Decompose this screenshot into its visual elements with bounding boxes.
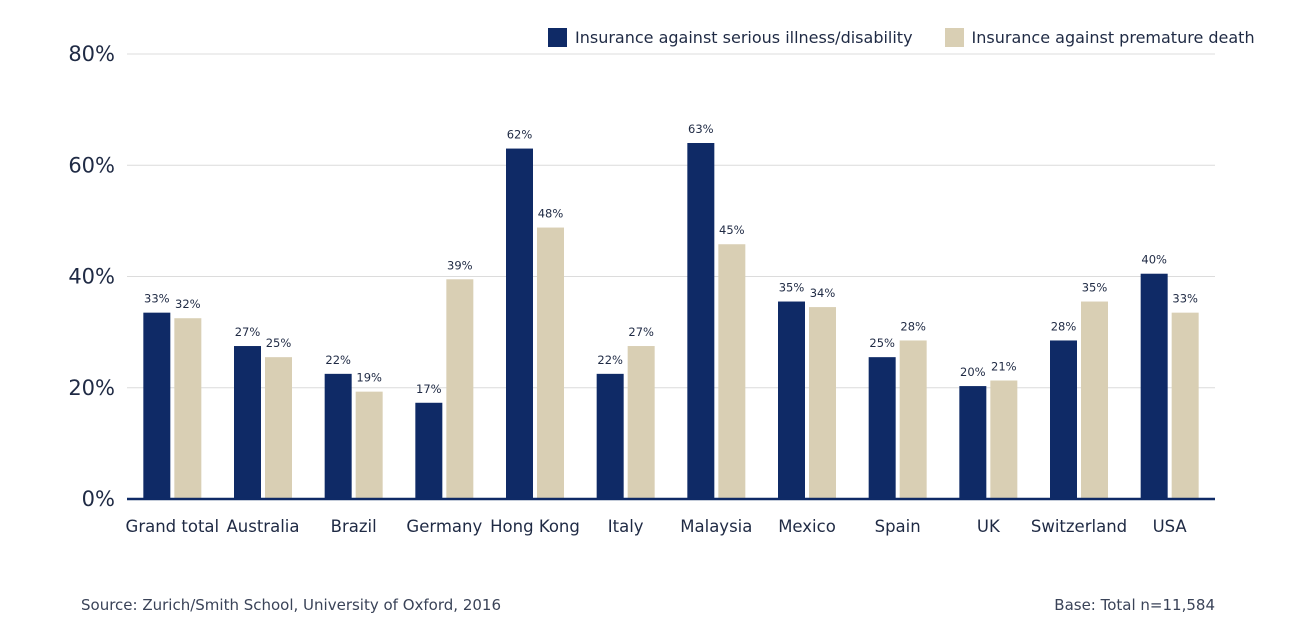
bar <box>174 318 202 499</box>
bar-value-label: 39% <box>447 258 473 272</box>
x-tick-label: Italy <box>608 517 644 536</box>
x-tick-label: USA <box>1153 517 1188 536</box>
bar-value-label: 32% <box>175 297 201 311</box>
bar <box>718 244 746 499</box>
bar <box>265 357 292 499</box>
x-tick-label: Mexico <box>778 517 836 536</box>
bar <box>1050 340 1077 499</box>
x-axis-ticks: Grand total Australia Brazil Germany Hong Ko… <box>126 517 1188 536</box>
bar-value-label: 33% <box>144 292 170 306</box>
bar <box>778 301 805 499</box>
legend-label-death: Insurance against premature death <box>971 27 1255 47</box>
bar-value-label: 21% <box>991 360 1017 374</box>
legend-swatch-illness <box>548 27 567 47</box>
bar <box>627 346 655 499</box>
grid-lines <box>127 53 1215 389</box>
source-note: Source: Zurich/Smith School, University … <box>81 596 501 614</box>
x-tick-label: Malaysia <box>680 517 752 536</box>
bar <box>596 373 624 499</box>
bar-value-label: 63% <box>688 122 714 136</box>
bar-value-label: 22% <box>597 353 623 367</box>
bar-value-label: 22% <box>325 353 351 367</box>
bar-value-label: 28% <box>1051 319 1077 333</box>
bar-labels: 33% 32% 27% 25% 22% 19% 17% 39% 62% 48% 22% 27% 63% 4… <box>144 122 1198 396</box>
bar-value-label: 27% <box>235 325 261 339</box>
x-tick-label: Grand total <box>126 517 220 536</box>
bar <box>687 143 715 499</box>
bar <box>1140 273 1168 499</box>
bar-value-label: 19% <box>356 371 382 385</box>
bar <box>959 386 987 499</box>
legend: Insurance against serious illness/disabi… <box>548 26 1255 48</box>
legend-label-illness: Insurance against serious illness/disabi… <box>575 27 913 47</box>
bar-value-label: 48% <box>538 207 564 221</box>
bar-value-label: 33% <box>1172 292 1198 306</box>
x-tick-label: Germany <box>406 517 482 536</box>
bar <box>899 340 927 499</box>
bar <box>537 227 564 500</box>
bar <box>355 391 383 499</box>
bar <box>143 312 171 499</box>
bar <box>234 346 261 499</box>
bar-value-label: 40% <box>1141 253 1167 267</box>
bar-value-label: 25% <box>266 336 292 350</box>
bar-value-label: 34% <box>810 286 836 300</box>
bar-value-label: 25% <box>869 336 895 350</box>
bar-value-label: 62% <box>507 128 533 142</box>
x-tick-label: Spain <box>875 517 921 536</box>
legend-swatch-death <box>944 27 964 47</box>
bar <box>415 402 443 499</box>
bars <box>143 143 1199 500</box>
bar <box>1081 301 1108 499</box>
y-tick-label: 80% <box>68 42 115 66</box>
bar <box>324 373 352 499</box>
bar <box>990 380 1018 499</box>
bar <box>446 279 474 499</box>
x-tick-label: Hong Kong <box>490 517 580 536</box>
y-axis-ticks: 0% 20% 40% 60% 80% <box>68 42 115 511</box>
y-tick-label: 60% <box>68 153 115 177</box>
base-note: Base: Total n=11,584 <box>1054 596 1215 614</box>
bar <box>1171 312 1199 499</box>
x-tick-label: Australia <box>227 517 300 536</box>
bar-value-label: 28% <box>900 319 926 333</box>
bar <box>809 307 836 499</box>
bar-value-label: 17% <box>416 382 442 396</box>
x-tick-label: Switzerland <box>1031 517 1127 536</box>
bar-value-label: 45% <box>719 223 745 237</box>
bar-value-label: 35% <box>1082 281 1108 295</box>
x-tick-label: Brazil <box>331 517 377 536</box>
bar <box>868 357 896 499</box>
bar-value-label: 20% <box>960 365 986 379</box>
bar-value-label: 35% <box>779 281 805 295</box>
y-tick-label: 0% <box>82 487 115 511</box>
bar <box>506 148 533 499</box>
bar-value-label: 27% <box>628 325 654 339</box>
x-tick-label: UK <box>977 517 1001 536</box>
y-tick-label: 40% <box>68 265 115 289</box>
y-tick-label: 20% <box>68 376 115 400</box>
